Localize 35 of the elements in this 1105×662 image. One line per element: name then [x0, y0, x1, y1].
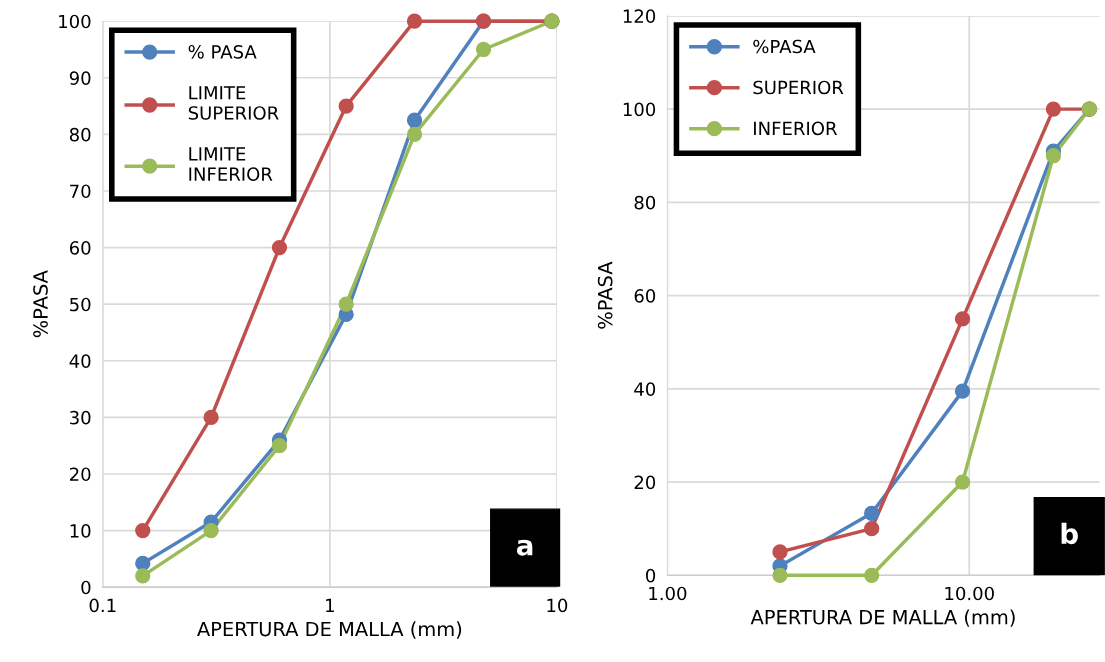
legend-label: SUPERIOR	[753, 80, 844, 95]
y-tick-label: 120	[623, 9, 656, 23]
x-tick-label: 1	[326, 598, 334, 613]
x-tick-label: 10.00	[945, 586, 994, 601]
y-tick-label: 30	[70, 410, 91, 425]
legend-label: LIMITE INFERIOR	[189, 147, 273, 181]
y-tick-label: 0	[81, 580, 91, 595]
legend-label: INFERIOR	[754, 121, 838, 136]
legend-label: LIMITE SUPERIOR	[188, 86, 279, 120]
y-axis-title: %PASA	[597, 261, 613, 329]
y-tick-label: 20	[634, 475, 656, 490]
x-axis-title: APERTURA DE MALLA (mm)	[750, 609, 1015, 627]
y-tick-label: 80	[634, 195, 656, 210]
x-tick-label: 1.00	[649, 586, 687, 601]
y-tick-label: 40	[69, 354, 91, 368]
y-tick-label: 40	[634, 382, 656, 396]
y-tick-label: 90	[69, 71, 91, 85]
y-tick-label: 50	[70, 297, 91, 312]
x-tick-label: 10	[547, 598, 568, 613]
x-axis-title: APERTURA DE MALLA (mm)	[197, 621, 462, 639]
y-axis-title: %PASA	[33, 270, 48, 338]
y-tick-label: 60	[69, 241, 91, 255]
annotation: a	[516, 539, 533, 556]
x-tick-label: 0.1	[89, 598, 116, 613]
y-tick-label: 80	[69, 127, 91, 142]
y-tick-label: 100	[59, 14, 91, 29]
y-tick-label: 0	[646, 568, 656, 583]
y-tick-label: 100	[623, 102, 656, 117]
y-tick-label: 20	[70, 467, 91, 482]
y-tick-label: 60	[634, 289, 656, 303]
annotation: b	[1061, 522, 1078, 545]
y-tick-label: 70	[70, 184, 91, 199]
legend-label: %PASA	[753, 39, 816, 54]
y-tick-label: 10	[70, 524, 91, 538]
legend-label: % PASA	[188, 44, 257, 59]
